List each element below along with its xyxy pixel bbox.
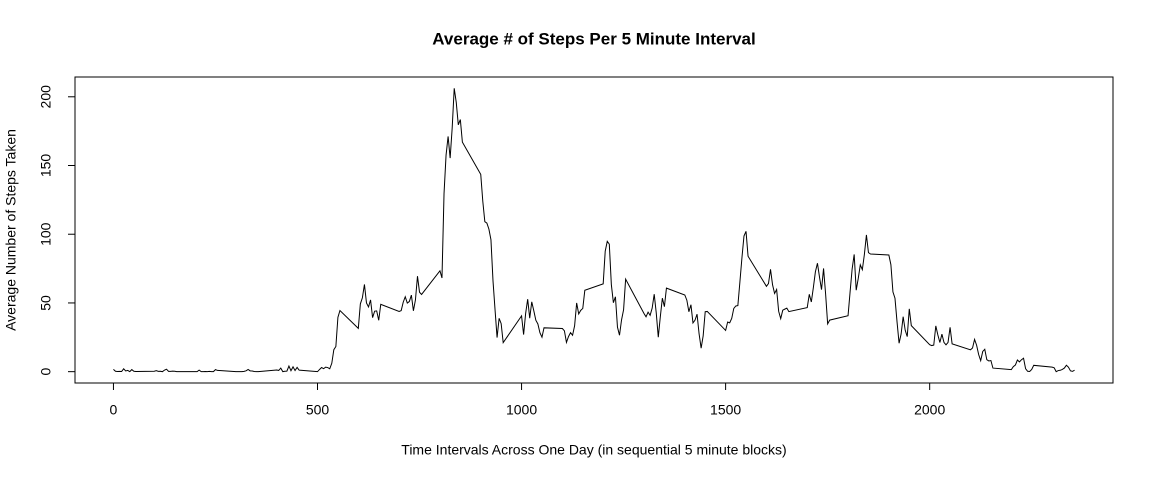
y-tick-label: 200 [38,85,54,109]
y-axis-title: Average Number of Steps Taken [3,129,19,331]
plot-frame [74,76,1114,384]
x-tick-label: 1500 [710,402,741,418]
chart-title: Average # of Steps Per 5 Minute Interval [432,29,755,48]
data-line [113,88,1075,373]
y-tick-label: 0 [38,368,54,376]
x-tick-label: 0 [110,402,118,418]
y-tick-label: 50 [38,295,54,311]
x-tick-label: 2000 [914,402,945,418]
y-tick-label: 150 [38,154,54,178]
x-tick-label: 1000 [506,402,537,418]
x-axis-title: Time Intervals Across One Day (in sequen… [401,442,786,458]
x-tick-label: 500 [306,402,330,418]
y-tick-label: 100 [38,222,54,246]
